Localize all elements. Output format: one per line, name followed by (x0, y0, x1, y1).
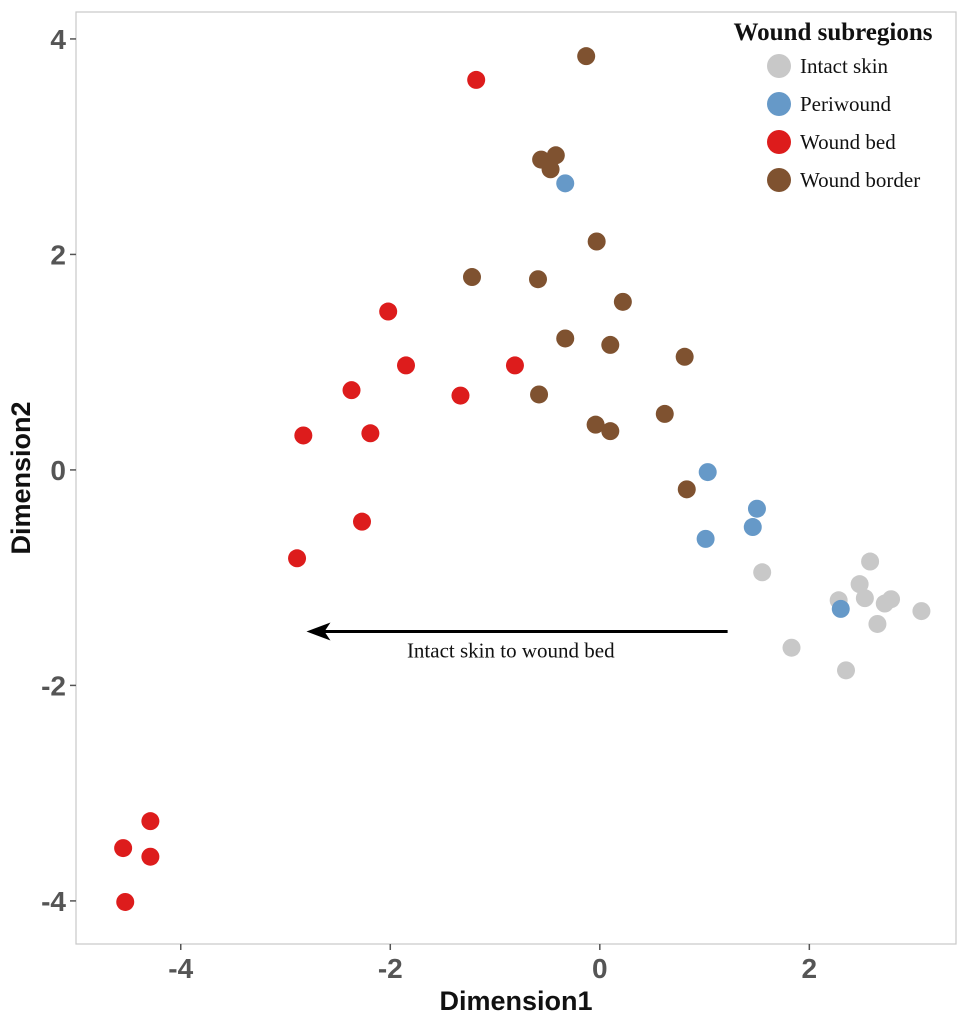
point-periwound (747, 499, 766, 518)
x-tick-label: 0 (592, 953, 608, 984)
point-intact-skin (753, 563, 772, 582)
point-wound-bed (288, 549, 307, 568)
point-wound-border (577, 47, 596, 66)
legend-label-intact-skin: Intact skin (800, 54, 889, 78)
legend-swatch-periwound (767, 92, 791, 116)
point-intact-skin (912, 602, 931, 621)
point-intact-skin (850, 575, 869, 594)
legend-swatch-wound-border (767, 168, 791, 192)
point-wound-bed (116, 892, 135, 911)
y-tick-label: -2 (41, 670, 66, 701)
point-wound-border (587, 232, 606, 251)
legend: Wound subregions Intact skin Periwound Wou… (734, 19, 933, 192)
legend-label-wound-bed: Wound bed (800, 130, 896, 154)
point-wound-bed (467, 70, 486, 89)
point-intact-skin (868, 614, 887, 633)
point-wound-bed (361, 424, 380, 443)
arrow-annotation-label: Intact skin to wound bed (407, 638, 615, 662)
point-periwound (698, 463, 717, 482)
point-wound-border (556, 329, 575, 348)
y-tick-label: 0 (50, 455, 66, 486)
legend-label-wound-border: Wound border (800, 168, 920, 192)
axis-ticks: -4 -2 0 2 -4 -2 0 2 4 (41, 24, 817, 984)
point-wound-border (546, 146, 565, 165)
point-wound-bed (294, 426, 313, 445)
legend-title: Wound subregions (734, 19, 933, 46)
point-wound-border (601, 335, 620, 354)
y-tick-label: -4 (41, 886, 66, 917)
point-wound-bed (397, 356, 415, 375)
point-intact-skin (861, 552, 880, 571)
point-wound-bed (141, 812, 160, 831)
x-tick-label: -4 (168, 953, 193, 984)
plot-panel (75, 11, 957, 945)
legend-label-periwound: Periwound (800, 92, 891, 116)
point-wound-border (601, 422, 620, 441)
point-intact-skin (837, 661, 855, 680)
point-wound-bed (353, 512, 371, 531)
point-wound-bed (141, 847, 160, 866)
point-intact-skin (855, 589, 874, 608)
point-wound-border (655, 404, 674, 423)
point-periwound (831, 599, 850, 618)
point-wound-border (529, 270, 547, 289)
legend-swatch-intact-skin (767, 54, 791, 78)
point-wound-border (586, 415, 605, 434)
point-wound-border (541, 160, 560, 179)
point-wound-border (675, 347, 694, 366)
point-wound-border (530, 385, 549, 404)
point-intact-skin (875, 594, 894, 613)
y-tick-label: 4 (50, 24, 66, 55)
x-tick-label: 2 (802, 953, 818, 984)
point-periwound (743, 518, 762, 537)
point-intact-skin (782, 638, 801, 657)
x-axis-title: Dimension1 (439, 986, 592, 1016)
legend-swatch-wound-bed (767, 130, 791, 154)
point-periwound (696, 529, 715, 548)
y-tick-label: 2 (50, 239, 66, 270)
point-periwound (556, 174, 575, 193)
point-wound-border (613, 292, 632, 311)
point-wound-border (677, 480, 696, 499)
x-tick-label: -2 (378, 953, 403, 984)
direction-arrow-head (306, 622, 331, 641)
point-wound-bed (451, 386, 470, 405)
point-wound-bed (505, 356, 524, 375)
point-wound-bed (114, 839, 133, 858)
data-points (114, 47, 931, 911)
y-axis-title: Dimension2 (6, 401, 36, 554)
point-wound-bed (379, 302, 398, 321)
point-wound-border (463, 268, 481, 287)
point-wound-bed (342, 381, 361, 400)
annotations: Intact skin to wound bed (306, 622, 728, 662)
